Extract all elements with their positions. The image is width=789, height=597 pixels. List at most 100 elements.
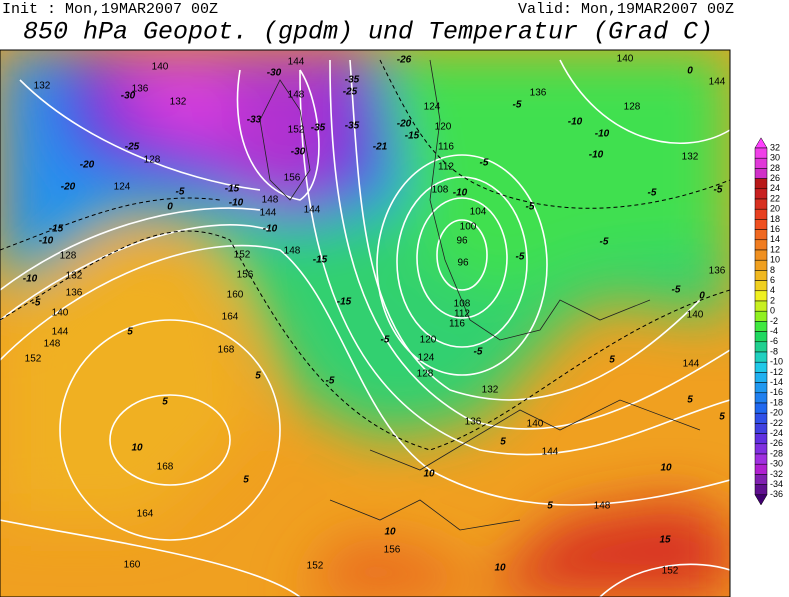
colorbar-swatch — [754, 188, 768, 200]
geopotential-label: 152 — [662, 566, 679, 577]
temperature-label: 15 — [659, 535, 671, 546]
map-frame — [0, 49, 731, 597]
geopotential-label: 140 — [687, 310, 704, 321]
temperature-label: 5 — [255, 371, 261, 382]
colorbar-swatch — [754, 310, 768, 322]
colorbar-label: -20 — [770, 408, 783, 418]
colorbar-label: -16 — [770, 387, 783, 397]
colorbar-label: -6 — [770, 336, 778, 346]
colorbar-label: 10 — [770, 255, 780, 265]
temperature-label: -20 — [397, 119, 412, 130]
colorbar-label: -24 — [770, 428, 783, 438]
geopotential-label: 108 — [432, 185, 449, 196]
coastlines — [259, 59, 701, 531]
geopotential-label: 116 — [438, 142, 454, 153]
colorbar-swatch — [754, 433, 768, 445]
colorbar-swatch — [754, 423, 768, 434]
colorbar-label: 32 — [770, 142, 780, 152]
temperature-label: -33 — [247, 115, 262, 126]
colorbar-label: 8 — [770, 265, 775, 275]
colorbar-label: -22 — [770, 418, 783, 428]
geopotential-label: 156 — [284, 173, 301, 184]
colorbar-swatch — [754, 178, 768, 190]
colorbar-label: 16 — [770, 224, 780, 234]
temperature-label: -5 — [176, 187, 185, 198]
colorbar-swatch — [754, 463, 768, 475]
geopotential-label: 160 — [227, 290, 244, 301]
geopotential-label: 116 — [449, 319, 465, 330]
temperature-label: -21 — [373, 142, 388, 153]
colorbar-label: -32 — [770, 469, 783, 479]
temperature-label: 0 — [167, 202, 173, 213]
colorbar-label: 22 — [770, 193, 780, 203]
geopotential-label: 156 — [237, 270, 254, 281]
colorbar-swatch — [754, 392, 768, 404]
temperature-label: -15 — [337, 297, 352, 308]
temperature-label: 10 — [494, 563, 506, 574]
colorbar-swatch — [754, 157, 768, 169]
geopotential-label: 128 — [60, 251, 77, 262]
colorbar-swatch — [754, 382, 768, 394]
geopotential-label: 144 — [542, 447, 559, 458]
geopotential-label: 124 — [114, 182, 131, 193]
map-title: 850 hPa Geopot. (gpdm) und Temperatur (G… — [23, 18, 713, 47]
temperature-label: -5 — [526, 202, 535, 213]
geopotential-label: 128 — [624, 102, 641, 113]
temperature-label: 5 — [500, 437, 506, 448]
geopotential-label: 168 — [218, 345, 235, 356]
colorbar-swatch — [754, 290, 768, 302]
temperature-label: 5 — [243, 475, 249, 486]
temperature-label: -5 — [480, 158, 489, 169]
colorbar-label: -4 — [770, 326, 778, 336]
temperature-label: -20 — [80, 160, 95, 171]
temperature-label: 0 — [687, 66, 693, 77]
geopotential-label: 164 — [137, 509, 154, 520]
colorbar-label: -26 — [770, 438, 783, 448]
colorbar-swatch — [754, 361, 768, 373]
geopotential-label: 120 — [420, 335, 437, 346]
temperature-label: 10 — [131, 443, 143, 454]
geopotential-label: 148 — [262, 195, 279, 206]
geopotential-label: 152 — [25, 354, 42, 365]
temperature-label: 5 — [719, 412, 725, 423]
contour-lines — [0, 59, 730, 597]
temperature-label: 0 — [699, 291, 705, 302]
colorbar-label: 6 — [770, 275, 775, 285]
geopotential-label: 120 — [435, 122, 452, 133]
colorbar-label: -12 — [770, 367, 783, 377]
colorbar-swatch — [754, 270, 768, 281]
temperature-label: -15 — [313, 255, 328, 266]
colorbar-label: 20 — [770, 204, 780, 214]
temperature-label: 5 — [687, 395, 693, 406]
colorbar-label: 2 — [770, 295, 775, 305]
colorbar-swatch — [754, 341, 768, 353]
colorbar-swatch — [754, 402, 768, 414]
temperature-label: -5 — [648, 188, 657, 199]
colorbar-swatch — [754, 474, 768, 485]
geopotential-label: 140 — [527, 419, 544, 430]
geopotential-label: 144 — [288, 57, 305, 68]
temperature-contours — [0, 59, 730, 451]
colorbar-label: -2 — [770, 316, 778, 326]
geopotential-label: 148 — [284, 246, 301, 257]
geopotential-label: 104 — [470, 207, 487, 218]
geopotential-label: 96 — [457, 258, 469, 269]
geopotential-label: 160 — [124, 560, 141, 571]
colorbar-label: -18 — [770, 397, 783, 407]
temperature-label: -35 — [345, 121, 360, 132]
colorbar-label: 18 — [770, 214, 780, 224]
temperature-label: -15 — [225, 184, 240, 195]
colorbar-label: -30 — [770, 459, 783, 469]
colorbar-swatch — [754, 208, 768, 220]
temperature-label: -10 — [39, 236, 54, 247]
geopotential-label: 136 — [465, 417, 482, 428]
geopotential-label: 140 — [152, 62, 169, 73]
colorbar-label: -8 — [770, 346, 778, 356]
colorbar-label: 30 — [770, 153, 780, 163]
temperature-label: -30 — [121, 91, 136, 102]
geopotential-label: 128 — [144, 155, 161, 166]
temperature-label: -5 — [600, 237, 609, 248]
geopotential-label: 152 — [307, 561, 324, 572]
temperature-label: 5 — [547, 501, 553, 512]
